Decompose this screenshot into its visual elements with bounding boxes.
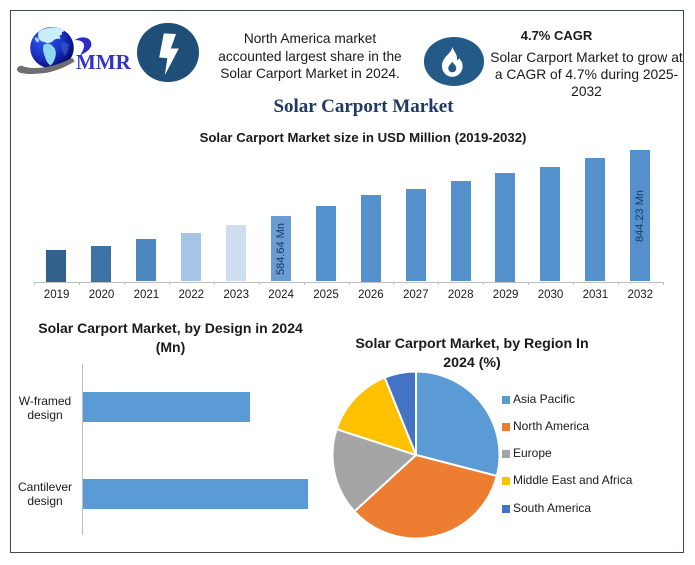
- svg-text:MMR: MMR: [76, 50, 132, 74]
